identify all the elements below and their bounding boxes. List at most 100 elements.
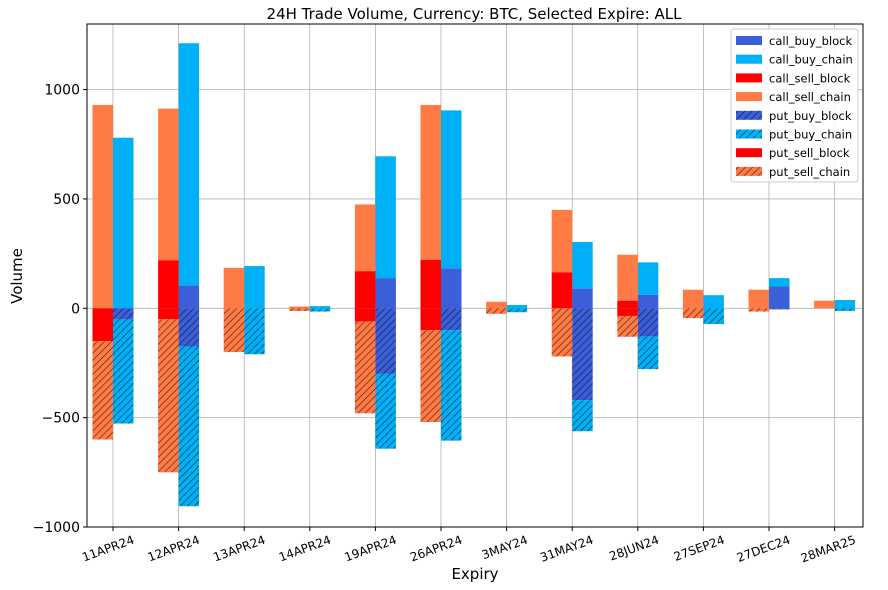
bar-put-buy-chain [375,373,396,449]
legend-box [730,28,859,183]
bar-call-sell-chain [92,104,113,309]
legend-label: call_buy_chain [769,53,853,67]
bar-call-buy-block [178,285,200,309]
bar-call-sell-block [354,271,376,309]
bar-call-sell-chain [420,104,441,260]
legend-label: put_sell_block [769,146,850,160]
bar-put-buy-block [178,308,200,347]
x-tick-label: 11APR24 [80,533,136,565]
x-axis-title: Expiry [451,565,498,583]
bar-call-buy-chain [244,266,265,309]
y-tick-label: 0 [71,301,80,317]
bar-call-sell-block [617,300,638,309]
plot-frame [86,23,864,528]
bar-put-buy-block [375,308,396,374]
bars [92,43,856,507]
bar-put-sell-chain [354,321,376,414]
bar-call-buy-chain [572,242,593,289]
chart-title: 24H Trade Volume, Currency: BTC, Selecte… [267,5,683,23]
bar-call-buy-chain [309,306,331,309]
bar-call-sell-block [420,259,441,309]
bar-put-buy-chain [113,319,134,424]
bar-call-buy-chain [703,295,724,309]
bar-call-buy-chain [834,299,856,309]
bar-put-sell-chain [158,319,179,473]
bar-put-sell-chain [486,308,507,314]
legend-swatch [736,54,762,64]
bar-put-sell-block [617,308,638,316]
bar-put-buy-block [113,308,134,320]
bar-call-sell-chain [486,301,507,309]
legend-swatch [736,36,762,45]
bar-put-buy-chain [572,400,593,432]
bar-put-sell-chain [682,308,704,319]
legend-label: call_sell_chain [769,90,851,104]
legend-swatch [736,92,762,102]
bar-put-sell-block [420,308,441,331]
legend-label: call_buy_block [769,34,853,48]
legend-swatch [736,166,762,176]
bar-call-buy-chain [441,110,462,269]
x-tick-label: 13APR24 [211,533,267,565]
bar-put-buy-chain [703,308,724,325]
x-tick-label: 28MAR25 [799,533,858,566]
bar-call-buy-block [441,268,462,309]
bar-put-buy-chain [441,330,462,441]
bar-call-buy-block [572,288,593,309]
bar-call-sell-block [551,272,573,309]
x-tick-label: 27DEC24 [735,533,792,565]
bar-put-sell-chain [617,315,638,337]
bar-call-sell-chain [551,209,573,273]
x-tick-label: 27SEP24 [672,533,727,564]
x-tick-label: 31MAY24 [538,533,595,565]
legend-label: put_buy_chain [769,128,852,142]
bar-put-buy-chain [506,308,528,313]
legend-label: call_sell_block [769,71,851,85]
y-axis-ticks: −1000 −500 0 500 1000 [33,83,87,536]
bar-call-buy-chain [769,278,790,287]
bar-put-buy-chain [309,308,331,312]
x-tick-label: 26APR24 [408,533,464,565]
bar-call-sell-chain [617,254,638,301]
bar-put-buy-chain [244,308,265,355]
bar-put-buy-block [441,308,462,331]
bar-put-buy-chain [834,308,856,311]
bar-call-sell-chain [158,108,179,261]
bar-call-sell-chain [354,204,376,272]
bar-put-sell-chain [289,308,310,311]
bar-call-buy-chain [637,262,659,295]
bar-call-sell-chain [814,300,835,309]
x-tick-label: 28JUN24 [607,533,661,564]
x-tick-label: 12APR24 [146,533,202,565]
bar-call-buy-chain [113,137,134,309]
y-axis-title: Volume [8,248,26,304]
bar-put-buy-chain [637,336,659,370]
legend-swatch [736,73,762,83]
bar-call-sell-chain [223,267,245,309]
bar-put-sell-chain [748,308,769,312]
x-tick-label: 19APR24 [343,533,399,565]
y-tick-label: 500 [53,192,80,208]
bar-put-sell-chain [92,341,113,440]
legend-label: put_sell_chain [769,165,850,179]
legend-swatch [736,110,762,120]
y-tick-label: −1000 [33,520,80,536]
legend-label: put_buy_block [769,109,852,123]
bar-put-buy-block [769,308,790,310]
legend-swatch [736,148,762,158]
bar-call-buy-block [769,286,790,309]
bar-put-sell-block [354,308,376,322]
bar-call-sell-chain [682,289,704,309]
bar-call-sell-chain [748,289,769,309]
bar-put-sell-chain [420,330,441,423]
bar-call-sell-chain [289,306,310,309]
bar-put-sell-block [158,308,179,320]
bar-put-buy-chain [178,346,200,507]
bar-call-buy-chain [506,305,528,309]
legend-swatch [736,129,762,139]
bar-call-buy-block [375,278,396,309]
bar-put-buy-block [572,308,593,401]
bar-call-buy-chain [375,156,396,279]
bar-call-sell-block [158,260,179,309]
